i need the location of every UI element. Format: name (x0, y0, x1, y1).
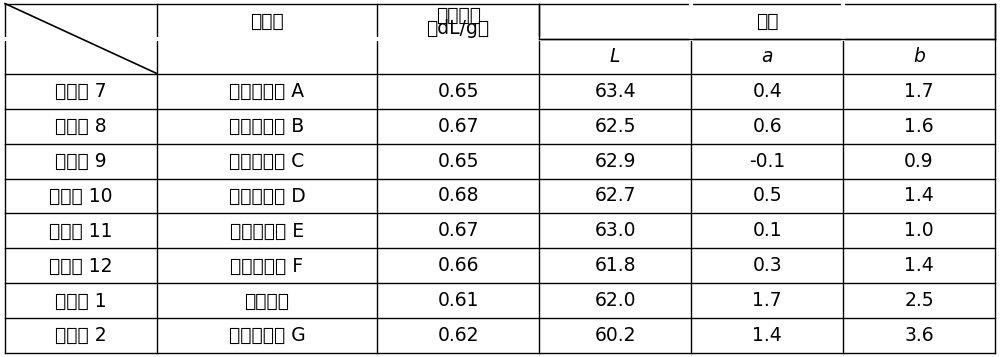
Text: 实施例 7: 实施例 7 (55, 81, 107, 101)
Text: 0.68: 0.68 (437, 186, 479, 206)
Text: 实施例 10: 实施例 10 (49, 186, 113, 206)
Text: 乙二醇钓: 乙二醇钓 (244, 291, 289, 311)
Text: 0.1: 0.1 (752, 221, 782, 241)
Text: 对比例 2: 对比例 2 (55, 326, 107, 346)
Text: 1.4: 1.4 (904, 256, 934, 276)
Text: L: L (610, 46, 620, 66)
Text: 实施例 11: 实施例 11 (49, 221, 113, 241)
Text: 复合催化剑 G: 复合催化剑 G (229, 326, 305, 346)
Text: b: b (913, 46, 925, 66)
Text: -0.1: -0.1 (749, 151, 785, 171)
Text: 0.65: 0.65 (437, 81, 479, 101)
Text: 0.61: 0.61 (437, 291, 479, 311)
Text: 复合催化剑 B: 复合催化剑 B (229, 116, 305, 136)
Text: 62.7: 62.7 (594, 186, 636, 206)
Text: 0.67: 0.67 (437, 116, 479, 136)
Text: 色値: 色値 (756, 11, 778, 31)
Text: 0.66: 0.66 (437, 256, 479, 276)
Text: 0.6: 0.6 (752, 116, 782, 136)
Text: 63.4: 63.4 (594, 81, 636, 101)
Text: 0.65: 0.65 (437, 151, 479, 171)
Text: 2.5: 2.5 (904, 291, 934, 311)
Text: 0.67: 0.67 (437, 221, 479, 241)
Text: 实施例 9: 实施例 9 (55, 151, 107, 171)
Text: 63.0: 63.0 (594, 221, 636, 241)
Text: 60.2: 60.2 (594, 326, 636, 346)
Text: 复合催化剑 A: 复合催化剑 A (229, 81, 304, 101)
Text: 特性粘度: 特性粘度 (436, 6, 481, 25)
Text: 62.0: 62.0 (594, 291, 636, 311)
Text: 0.3: 0.3 (752, 256, 782, 276)
Text: a: a (761, 46, 773, 66)
Text: 对比例 1: 对比例 1 (55, 291, 107, 311)
Text: 3.6: 3.6 (904, 326, 934, 346)
Text: 1.7: 1.7 (904, 81, 934, 101)
Text: 1.4: 1.4 (752, 326, 782, 346)
Text: 催化剑: 催化剑 (250, 11, 284, 31)
Text: 复合催化剑 E: 复合催化剑 E (230, 221, 304, 241)
Text: 实施例 12: 实施例 12 (49, 256, 113, 276)
Text: 1.6: 1.6 (904, 116, 934, 136)
Text: 0.62: 0.62 (437, 326, 479, 346)
Text: 62.5: 62.5 (594, 116, 636, 136)
Text: （dL/g）: （dL/g） (427, 19, 490, 37)
Text: 0.9: 0.9 (904, 151, 934, 171)
Text: 0.5: 0.5 (752, 186, 782, 206)
Text: 61.8: 61.8 (594, 256, 636, 276)
Text: 复合催化剑 F: 复合催化剑 F (230, 256, 303, 276)
Text: 复合催化剑 C: 复合催化剑 C (229, 151, 305, 171)
Text: 1.4: 1.4 (904, 186, 934, 206)
Text: 1.0: 1.0 (904, 221, 934, 241)
Text: 复合催化剑 D: 复合催化剑 D (229, 186, 305, 206)
Text: 1.7: 1.7 (752, 291, 782, 311)
Text: 62.9: 62.9 (594, 151, 636, 171)
Text: 0.4: 0.4 (752, 81, 782, 101)
Text: 实施例 8: 实施例 8 (55, 116, 107, 136)
